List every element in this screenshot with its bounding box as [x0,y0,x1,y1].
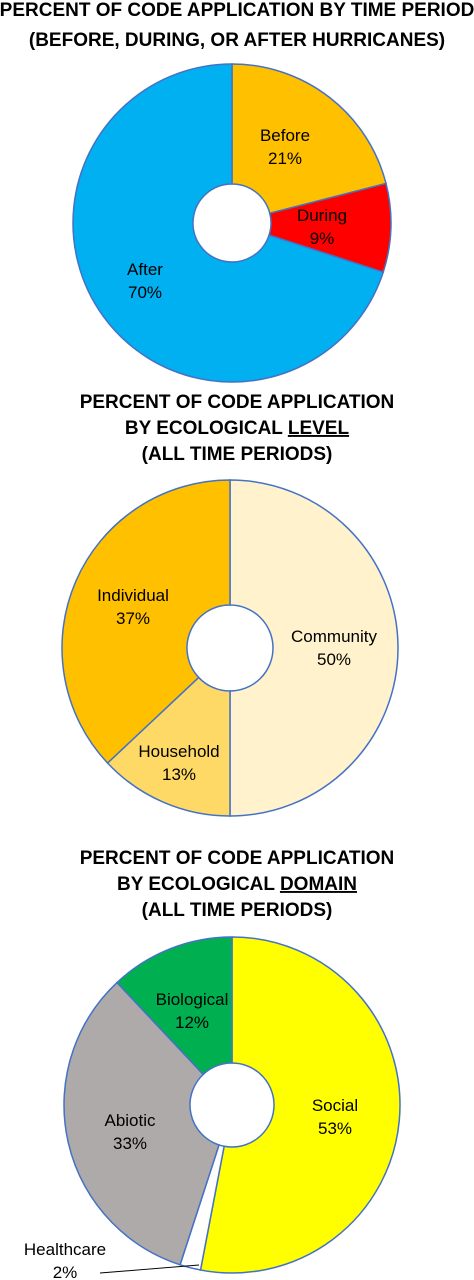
chart-1: PERCENT OF CODE APPLICATION BY TIME PERI… [0,0,474,383]
chart-3: PERCENT OF CODE APPLICATION BY ECOLOGICAL… [24,848,401,1280]
label-healthcare-name: Healthcare [24,1240,106,1259]
chart-2-title-line-3: (ALL TIME PERIODS) [142,444,333,465]
label-after-name: After [127,260,163,279]
label-social-value: 53% [318,1119,352,1138]
label-household-value: 13% [162,765,196,784]
label-individual-value: 37% [116,609,150,628]
slice-individual [61,479,231,765]
chart-2-title-line-1: PERCENT OF CODE APPLICATION [80,392,395,413]
label-household-name: Household [138,742,219,761]
chart-3-title-line-3: (ALL TIME PERIODS) [142,900,333,921]
label-individual-name: Individual [97,586,169,605]
label-abiotic-name: Abiotic [104,1111,156,1130]
label-during-value: 9% [310,229,335,248]
label-community-name: Community [291,627,377,646]
label-biological-value: 12% [175,1013,209,1032]
label-abiotic-value: 33% [113,1134,147,1153]
label-community-value: 50% [317,650,351,669]
chart-2: PERCENT OF CODE APPLICATION BY ECOLOGICAL… [61,392,399,817]
label-social-name: Social [312,1096,358,1115]
slice-before [231,63,387,215]
chart-3-title-line-1: PERCENT OF CODE APPLICATION [80,848,395,869]
chart-1-title-line-1: PERCENT OF CODE APPLICATION BY TIME PERI… [0,0,474,21]
label-after-value: 70% [128,283,162,302]
slice-community [229,479,399,817]
chart-3-title-line-2: BY ECOLOGICAL DOMAIN [117,874,357,895]
label-during-name: During [297,206,347,225]
label-healthcare-value: 2% [53,1263,78,1280]
label-before-name: Before [260,126,310,145]
slice-abiotic [63,981,220,1266]
slice-biological [115,936,233,1076]
leader-line-healthcare [99,1264,200,1274]
label-biological-name: Biological [156,990,229,1009]
slice-household [106,676,231,817]
chart-1-title-line-2: (BEFORE, DURING, OR AFTER HURRICANES) [29,30,445,51]
slice-after [72,63,385,383]
slice-social [199,936,401,1274]
label-before-value: 21% [268,149,302,168]
chart-2-title-line-2: BY ECOLOGICAL LEVEL [125,418,350,439]
